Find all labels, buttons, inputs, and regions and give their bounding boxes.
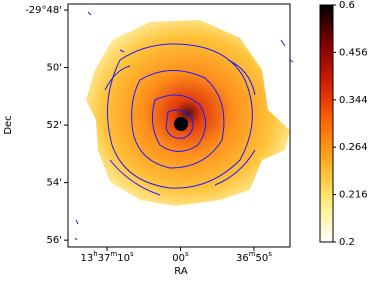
colorbar-tick-label: 0.344	[339, 95, 368, 106]
colorbar	[319, 4, 334, 243]
y-axis-label: Dec	[3, 115, 14, 134]
image	[74, 11, 294, 241]
x-tick-label: 13h37m10s	[80, 250, 134, 264]
x-axis-label: RA	[174, 266, 188, 277]
y-tick-label: -29°48'	[25, 5, 62, 16]
colorbar-tick-label: 0.264	[339, 142, 368, 153]
colorbar-tick-label: 0.2	[339, 237, 355, 248]
y-tick-label: 54'	[47, 178, 62, 189]
colorbar-tick-label: 0.216	[339, 190, 368, 201]
colorbar-tick-label: 0.6	[339, 0, 355, 11]
colorbar-tick-label: 0.456	[339, 47, 368, 58]
y-tick-label: 56'	[47, 235, 62, 246]
x-tick-label: 00s	[172, 250, 189, 264]
y-tick-label: 50'	[47, 63, 62, 74]
y-tick-label: 52'	[47, 120, 62, 131]
x-tick-label: 36m50s	[236, 250, 272, 264]
